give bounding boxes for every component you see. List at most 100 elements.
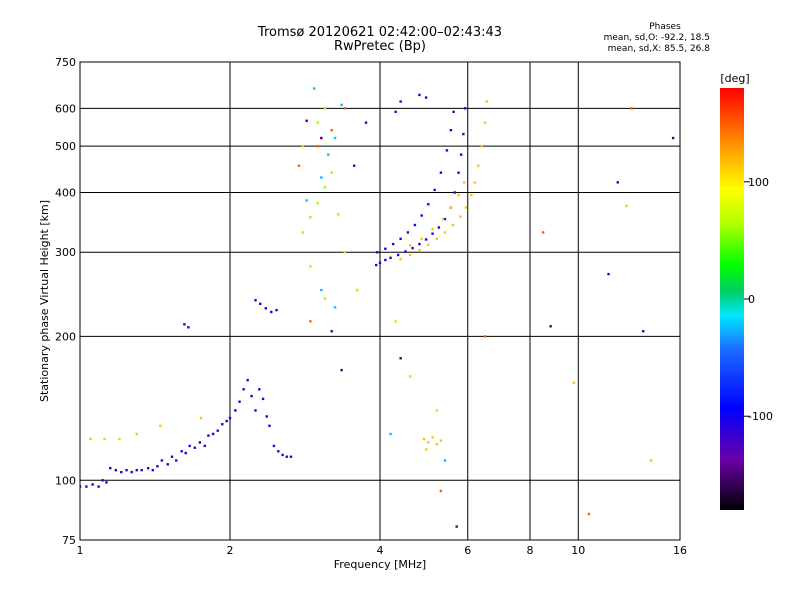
- data-point: [340, 103, 343, 107]
- data-point: [374, 263, 378, 267]
- data-point: [135, 468, 138, 472]
- data-point: [451, 223, 455, 227]
- data-point: [399, 100, 402, 103]
- data-point: [391, 242, 395, 246]
- data-point: [364, 121, 368, 124]
- colorbar-tick-label: 100: [748, 176, 769, 189]
- data-point: [343, 107, 347, 110]
- data-point: [312, 87, 316, 90]
- data-point: [114, 468, 118, 472]
- data-point: [418, 93, 421, 97]
- grid-lines: [79, 62, 681, 540]
- data-point: [455, 525, 458, 528]
- data-point: [464, 107, 467, 110]
- data-point: [389, 432, 392, 436]
- data-point: [91, 483, 94, 486]
- data-point: [323, 186, 327, 189]
- data-point: [422, 437, 426, 441]
- data-point: [333, 136, 337, 140]
- data-point: [427, 441, 430, 444]
- data-point: [457, 193, 460, 197]
- data-point: [424, 238, 428, 241]
- data-point: [289, 455, 293, 458]
- data-point: [320, 136, 323, 140]
- data-point: [462, 132, 465, 136]
- data-point: [316, 121, 319, 124]
- data-point: [166, 463, 169, 466]
- data-point: [549, 325, 552, 328]
- y-tick-label: 75: [62, 534, 76, 547]
- data-point: [265, 415, 268, 418]
- data-point: [340, 368, 343, 372]
- data-point: [216, 429, 219, 432]
- data-point: [156, 465, 159, 468]
- data-point: [477, 164, 480, 167]
- data-point: [259, 302, 262, 305]
- data-point: [424, 96, 428, 99]
- data-point: [384, 247, 387, 250]
- data-point: [228, 416, 232, 420]
- data-point: [464, 206, 468, 209]
- data-point: [485, 100, 488, 103]
- data-point: [323, 107, 327, 110]
- data-point: [642, 330, 645, 333]
- data-point: [281, 453, 284, 457]
- data-point: [159, 424, 162, 428]
- data-point: [211, 432, 215, 436]
- data-point: [404, 250, 407, 253]
- data-point: [439, 171, 443, 174]
- data-point: [649, 459, 653, 462]
- data-point: [285, 455, 288, 458]
- phase-stats-title: Phases: [649, 22, 681, 32]
- data-point: [420, 237, 423, 241]
- data-point: [187, 326, 190, 329]
- y-tick-label: 400: [55, 186, 76, 199]
- data-point: [409, 375, 412, 378]
- x-axis-title: Frequency [MHz]: [334, 558, 426, 571]
- data-point: [452, 110, 455, 114]
- data-point: [443, 217, 447, 221]
- data-point: [406, 231, 410, 234]
- data-point: [188, 444, 191, 448]
- data-point: [130, 470, 133, 474]
- data-point: [316, 201, 319, 205]
- data-point: [459, 215, 462, 218]
- data-point: [221, 423, 224, 426]
- data-point: [125, 468, 128, 472]
- data-point: [396, 253, 400, 257]
- x-tick-label: 10: [571, 544, 585, 557]
- y-tick-label: 600: [55, 102, 76, 115]
- data-point: [439, 439, 443, 442]
- data-point: [250, 394, 253, 398]
- data-point: [301, 144, 305, 148]
- data-point: [80, 485, 82, 488]
- data-point: [323, 297, 327, 300]
- data-point: [587, 512, 591, 516]
- data-point: [234, 409, 237, 412]
- data-point: [225, 419, 228, 423]
- data-point: [203, 444, 206, 448]
- data-point: [309, 320, 312, 323]
- x-tick-label: 6: [464, 544, 471, 557]
- data-point: [246, 378, 249, 382]
- phase-stats: Phases mean, sd,O: -92.2, 18.5 mean, sd,…: [560, 22, 710, 55]
- data-point: [384, 258, 387, 262]
- data-point: [103, 437, 106, 441]
- data-point: [277, 450, 280, 453]
- y-tick-label: 100: [55, 474, 76, 487]
- plot-frame: [79, 61, 681, 541]
- x-tick-label: 16: [673, 544, 687, 557]
- data-point: [378, 261, 382, 265]
- data-point: [420, 214, 423, 217]
- data-point: [264, 307, 268, 310]
- data-point: [316, 144, 319, 148]
- data-point: [607, 272, 610, 276]
- data-point: [443, 459, 447, 462]
- data-point: [671, 136, 675, 140]
- data-point: [483, 121, 487, 124]
- data-point: [453, 191, 456, 194]
- data-point: [85, 485, 88, 488]
- data-point: [431, 232, 434, 235]
- data-point: [193, 446, 197, 449]
